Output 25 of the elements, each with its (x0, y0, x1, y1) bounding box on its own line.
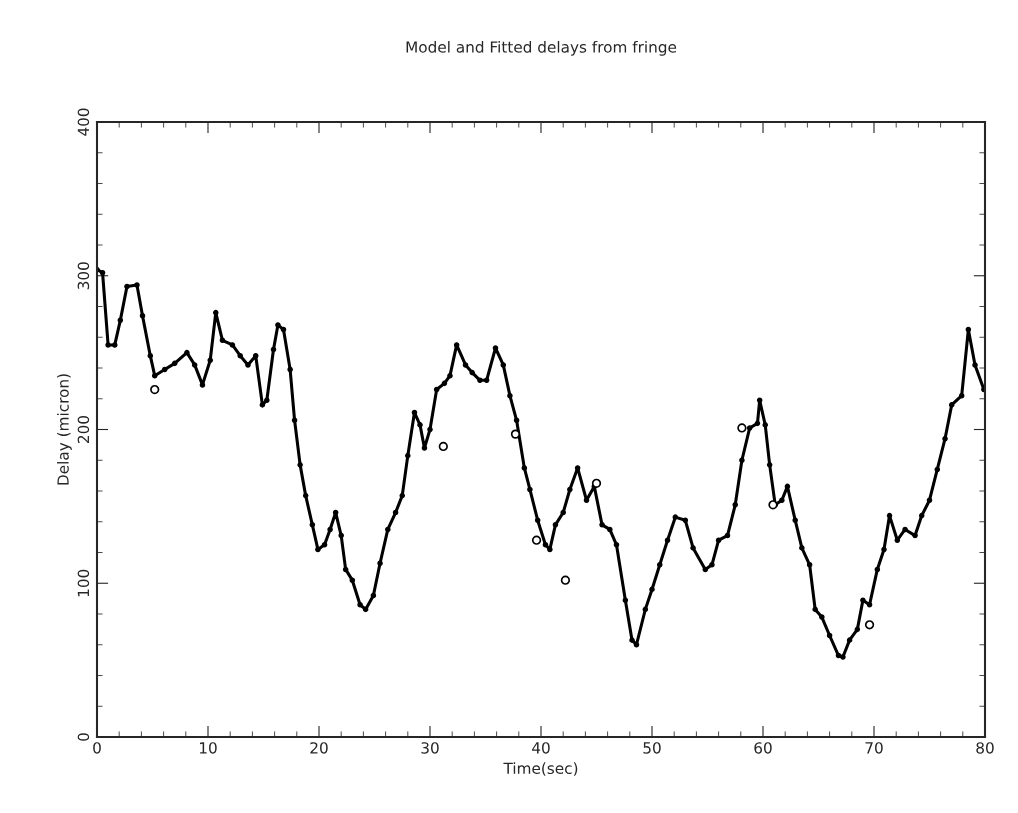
x-tick-label: 20 (310, 742, 328, 754)
y-tick-label: 300 (77, 262, 90, 290)
y-tick-label: 400 (77, 108, 90, 136)
point (864, 620, 875, 630)
y-tick-label: 100 (77, 569, 90, 597)
x-tick-label: 40 (532, 742, 550, 754)
y-axis-title: Delay (micron) (57, 374, 72, 485)
x-tick-label: 50 (643, 742, 661, 754)
y-tick-label: 200 (77, 415, 90, 443)
x-tick-label: 80 (976, 742, 994, 754)
point (438, 441, 448, 452)
point (560, 575, 571, 585)
point (531, 535, 542, 545)
x-tick-label: 10 (199, 742, 217, 754)
x-tick-label: 70 (865, 742, 883, 754)
point (768, 500, 778, 510)
y-tick-label: 0 (77, 733, 90, 741)
x-axis-title: Time(sec) (503, 762, 578, 776)
x-tick-label: 0 (93, 742, 101, 754)
point (150, 384, 160, 395)
x-tick-label: 30 (421, 742, 439, 754)
point (591, 478, 602, 488)
x-tick-label: 60 (754, 742, 772, 754)
chart-title: Model and Fitted delays from fringe (406, 40, 677, 56)
point (737, 423, 747, 433)
